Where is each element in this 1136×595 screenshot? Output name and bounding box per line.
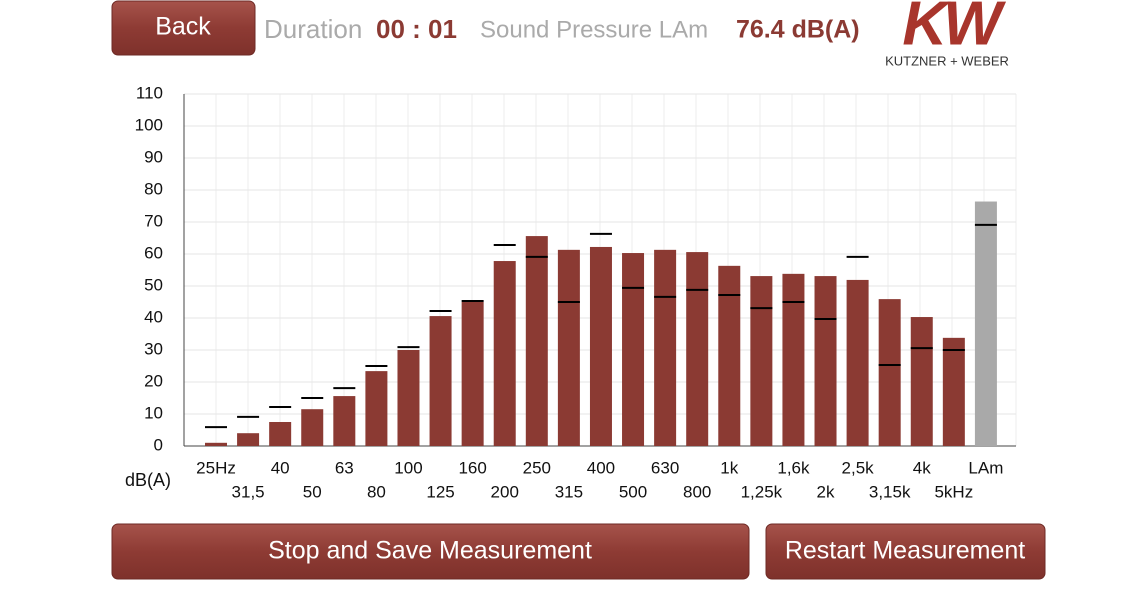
- x-tick-label: 31,5: [232, 482, 265, 501]
- y-tick-label: 70: [144, 211, 163, 230]
- x-tick-label: 2k: [817, 482, 835, 501]
- duration-label: Duration: [264, 14, 362, 44]
- bar: [686, 252, 709, 446]
- x-tick-label: 200: [491, 482, 519, 501]
- x-tick-label: 63: [335, 458, 354, 477]
- restart-label: Restart Measurement: [785, 537, 1025, 565]
- bar: [301, 409, 324, 446]
- bar: [333, 396, 356, 446]
- x-tick-label: 100: [394, 458, 422, 477]
- bar: [557, 249, 580, 446]
- y-tick-label: 0: [154, 435, 163, 454]
- chart: 0 10 20 30 40 50 60 70 80 90 100 110 dB(A) 25Hz 31,5 40…: [125, 83, 1017, 501]
- x-tick-label: 5kHz: [934, 482, 973, 501]
- bar: [237, 433, 260, 446]
- back-button[interactable]: Back: [111, 0, 256, 56]
- x-tick-label: 400: [587, 458, 615, 477]
- y-tick-label: 100: [135, 115, 163, 134]
- y-tick-label: 20: [144, 371, 163, 390]
- bar: [718, 265, 741, 446]
- x-tick-label: 630: [651, 458, 679, 477]
- y-tick-label: 30: [144, 339, 163, 358]
- x-tick-label: 125: [426, 482, 454, 501]
- bar: [205, 442, 227, 446]
- bar: [942, 337, 965, 446]
- bar: [846, 279, 869, 446]
- x-tick-label: 80: [367, 482, 386, 501]
- bar: [525, 236, 548, 446]
- x-tick-label: 1,6k: [777, 458, 810, 477]
- y-tick-label: 80: [144, 179, 163, 198]
- bar: [622, 253, 645, 446]
- bar: [910, 317, 933, 446]
- bar: [878, 299, 901, 446]
- x-tick-label: 1k: [720, 458, 738, 477]
- y-tick-label: 10: [144, 403, 163, 422]
- x-axis-label: dB(A): [125, 470, 171, 490]
- bar: [269, 422, 292, 446]
- pressure-value: 76.4 dB(A): [736, 16, 860, 44]
- x-tick-label: LAm: [968, 458, 1003, 477]
- x-tick-label: 4k: [913, 458, 931, 477]
- bar: [654, 249, 677, 446]
- y-tick-label: 40: [144, 307, 163, 326]
- x-tick-label: 1,25k: [741, 482, 783, 501]
- x-tick-label: 40: [271, 458, 290, 477]
- bar: [750, 276, 773, 446]
- pressure-label: Sound Pressure LAm: [480, 16, 708, 43]
- y-tick-label: 90: [144, 147, 163, 166]
- y-tick-label: 110: [136, 83, 163, 102]
- x-tick-label: 250: [523, 458, 551, 477]
- bar: [589, 246, 612, 446]
- bar: [974, 201, 997, 446]
- restart-button[interactable]: Restart Measurement: [765, 523, 1046, 580]
- x-tick-label: 3,15k: [869, 482, 911, 501]
- back-label: Back: [155, 13, 211, 41]
- bar: [782, 273, 805, 446]
- bar: [461, 302, 484, 446]
- x-tick-label: 50: [303, 482, 322, 501]
- y-tick-label: 60: [144, 243, 163, 262]
- logo-mark: KW: [902, 0, 1006, 58]
- bar: [365, 371, 388, 446]
- bar: [429, 316, 452, 446]
- stop-button[interactable]: Stop and Save Measurement: [111, 523, 750, 580]
- y-tick-label: 50: [144, 275, 163, 294]
- logo-text: KUTZNER + WEBER: [885, 53, 1009, 68]
- bar: [397, 350, 420, 446]
- bar: [814, 276, 837, 446]
- x-tick-label: 2,5k: [842, 458, 875, 477]
- x-tick-label: 25Hz: [196, 458, 236, 477]
- x-tick-label: 500: [619, 482, 647, 501]
- bar: [493, 261, 516, 446]
- stop-label: Stop and Save Measurement: [268, 537, 592, 565]
- duration-value: 00 : 01: [376, 14, 457, 44]
- x-tick-label: 800: [683, 482, 711, 501]
- x-tick-label: 160: [458, 458, 486, 477]
- x-tick-label: 315: [555, 482, 583, 501]
